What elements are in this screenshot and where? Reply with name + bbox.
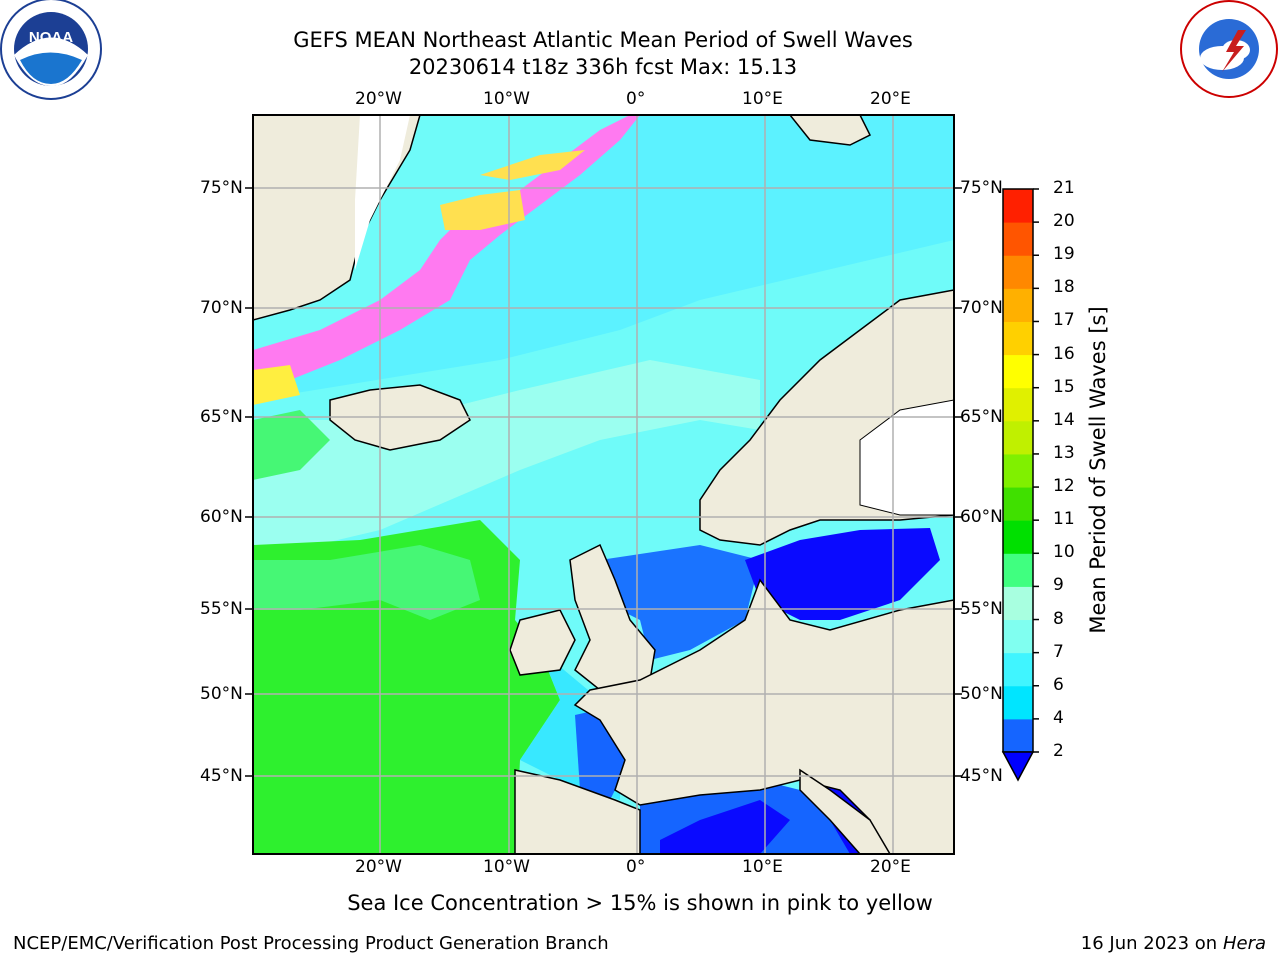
map-area xyxy=(253,115,954,854)
lon-label-bottom: 20°E xyxy=(870,857,911,877)
colorbar-bin xyxy=(1003,586,1033,621)
colorbar-tick-label: 10 xyxy=(1053,542,1075,563)
lat-label-right: 55°N xyxy=(960,599,1003,619)
noaa-logo-icon: NOAA xyxy=(0,0,102,100)
lat-label-right: 75°N xyxy=(960,178,1003,198)
colorbar-bin xyxy=(1003,255,1033,289)
lat-label-right: 70°N xyxy=(960,298,1003,318)
colorbar-tick-label: 6 xyxy=(1053,674,1064,695)
sea-ice-note: Sea Ice Concentration > 15% is shown in … xyxy=(347,891,933,915)
colorbar-bin xyxy=(1003,520,1033,554)
colorbar-tick-label: 4 xyxy=(1053,707,1064,728)
colorbar-bin xyxy=(1003,553,1033,587)
colorbar-tick-label: 15 xyxy=(1053,376,1075,397)
colorbar-tick-label: 18 xyxy=(1053,277,1075,298)
sea-ice-region xyxy=(253,115,640,390)
ireland xyxy=(509,609,576,676)
noaa-logo-text: NOAA xyxy=(29,29,73,46)
footer-machine: Hera xyxy=(1222,933,1266,954)
colorbar-bin xyxy=(1003,189,1033,223)
colorbar-tick-label: 2 xyxy=(1053,741,1064,761)
lon-label-bottom: 0° xyxy=(626,857,646,877)
colorbar-tick-label: 16 xyxy=(1053,343,1075,364)
map-frame xyxy=(252,114,955,855)
lon-label-top: 20°E xyxy=(870,89,911,109)
lat-label-left: 50°N xyxy=(200,684,243,704)
colorbar-label: Mean Period of Swell Waves [s] xyxy=(1086,306,1110,634)
lon-label-top: 10°W xyxy=(483,89,530,109)
lon-label-top: 10°E xyxy=(742,89,783,109)
footer-date-text: 16 Jun 2023 on xyxy=(1080,933,1218,954)
footer-date: 16 Jun 2023 on Hera xyxy=(1081,933,1266,954)
colorbar-bin xyxy=(1003,718,1033,753)
colorbar-bin xyxy=(1003,453,1033,488)
north-sea-region xyxy=(600,545,760,660)
nws-logo-icon xyxy=(1180,0,1278,98)
colorbar-tick-label: 17 xyxy=(1053,310,1075,331)
colorbar-tick-label: 21 xyxy=(1053,178,1075,198)
colorbar-bin xyxy=(1003,619,1033,654)
lat-label-right: 65°N xyxy=(960,407,1003,427)
iberia xyxy=(514,769,641,854)
lon-label-bottom: 10°W xyxy=(483,857,530,877)
colorbar-bin xyxy=(1003,387,1033,422)
colorbar-bin xyxy=(1003,321,1033,356)
colorbar-bin xyxy=(1003,222,1033,256)
lat-label-right: 60°N xyxy=(960,507,1003,527)
colorbar-bin xyxy=(1003,685,1033,720)
italy xyxy=(799,768,891,854)
colorbar-tick-label: 19 xyxy=(1053,244,1075,265)
colorbar-tick-label: 8 xyxy=(1053,608,1064,629)
footer-branch: NCEP/EMC/Verification Post Processing Pr… xyxy=(13,933,609,954)
graticule xyxy=(253,115,954,854)
colorbar-bin xyxy=(1003,288,1033,322)
lat-label-right: 45°N xyxy=(960,766,1003,786)
colorbar-tick-label: 11 xyxy=(1053,509,1075,530)
lat-label-left: 60°N xyxy=(200,507,243,527)
map-title: GEFS MEAN Northeast Atlantic Mean Period… xyxy=(293,28,913,52)
baltic-region xyxy=(745,528,940,620)
colorbar xyxy=(1002,188,1039,753)
colorbar-bin xyxy=(1003,487,1033,521)
lon-label-top: 20°W xyxy=(355,89,402,109)
lat-label-left: 65°N xyxy=(200,407,243,427)
lat-label-right: 50°N xyxy=(960,684,1003,704)
lat-label-left: 55°N xyxy=(200,599,243,619)
colorbar-tick-label: 7 xyxy=(1053,641,1064,662)
colorbar-tick-label: 20 xyxy=(1053,211,1075,232)
colorbar-tick-label: 14 xyxy=(1053,409,1075,430)
colorbar-bin xyxy=(1003,652,1033,687)
lat-label-left: 70°N xyxy=(200,298,243,318)
lon-label-top: 0° xyxy=(626,89,646,109)
colorbar-tick-label: 12 xyxy=(1053,476,1075,497)
lat-label-left: 75°N xyxy=(200,178,243,198)
map-subtitle: 20230614 t18z 336h fcst Max: 15.13 xyxy=(408,55,798,79)
colorbar-under-triangle xyxy=(1001,751,1035,782)
colorbar-bin xyxy=(1003,420,1033,455)
colorbar-bin xyxy=(1003,354,1033,389)
colorbar-tick-label: 13 xyxy=(1053,442,1075,463)
lon-label-bottom: 10°E xyxy=(742,857,783,877)
colorbar-tick-label: 9 xyxy=(1053,575,1064,596)
lat-label-left: 45°N xyxy=(200,766,243,786)
lon-label-bottom: 20°W xyxy=(355,857,402,877)
